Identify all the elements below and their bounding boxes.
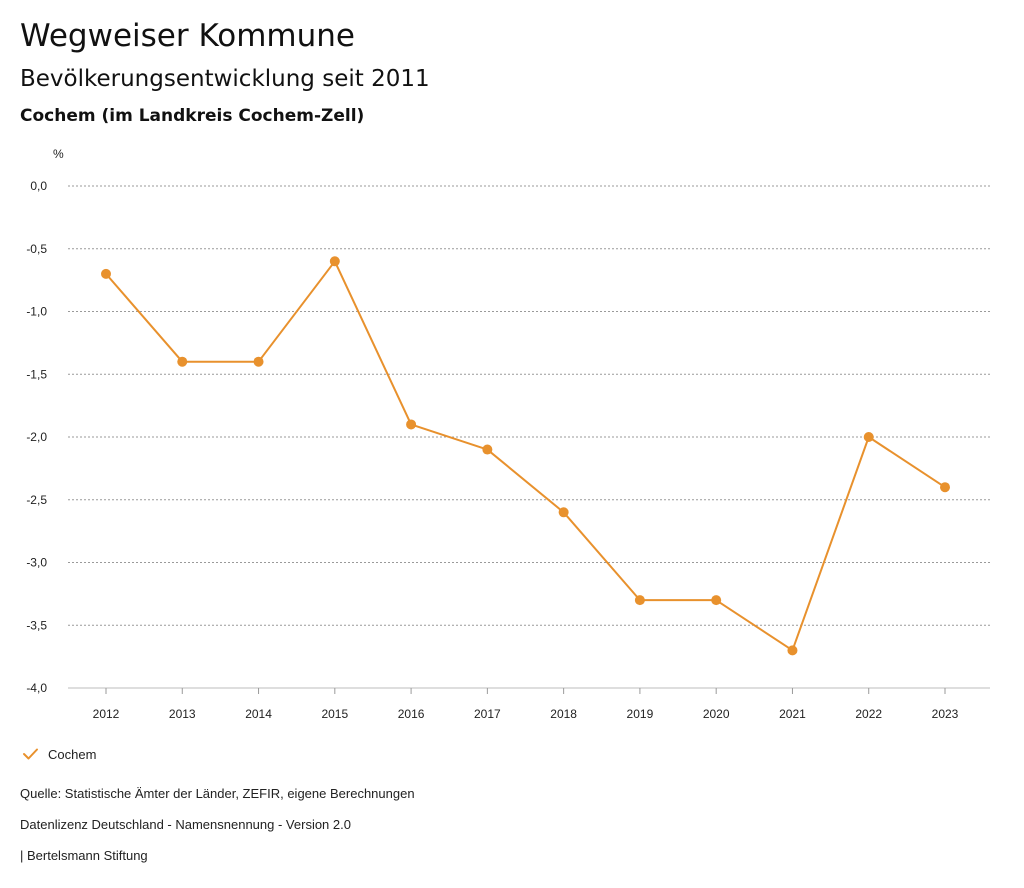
x-tick-label: 2023 — [932, 707, 959, 721]
data-point — [253, 356, 264, 367]
publisher-note: | Bertelsmann Stiftung — [20, 848, 148, 863]
y-axis-ticks: 0,0 -0,5 -1,0 -1,5 -2,0 -2,5 -3,0 -3,5 -4,0 — [26, 179, 47, 695]
data-point — [634, 595, 645, 606]
x-tick-label: 2013 — [169, 707, 196, 721]
x-tick-label: 2018 — [550, 707, 577, 721]
data-point — [787, 645, 798, 656]
gridlines — [68, 185, 990, 689]
data-point — [329, 256, 340, 267]
y-tick-label: -4,0 — [26, 681, 47, 695]
y-tick-label: -1,5 — [26, 367, 47, 381]
data-point — [406, 419, 417, 430]
license-note: Datenlizenz Deutschland - Namensnennung … — [20, 817, 351, 832]
series-line-cochem — [105, 260, 946, 652]
region-label: Cochem (im Landkreis Cochem-Zell) — [20, 106, 365, 126]
x-tick-label: 2021 — [779, 707, 806, 721]
page-title: Wegweiser Kommune — [20, 18, 355, 54]
x-axis-ticks: 2012 2013 2014 2015 2016 2017 2018 2019 2020 2021… — [68, 687, 990, 721]
series-lines — [105, 260, 946, 652]
y-tick-label: -1,0 — [26, 305, 47, 319]
x-tick-label: 2016 — [398, 707, 425, 721]
series-points — [101, 256, 950, 656]
data-point — [711, 595, 722, 606]
y-tick-label: -0,5 — [26, 242, 47, 256]
x-tick-label: 2014 — [245, 707, 272, 721]
data-point — [101, 268, 111, 279]
data-point — [863, 432, 874, 442]
y-tick-label: -2,5 — [26, 493, 47, 507]
data-point — [940, 482, 950, 493]
line-chart: % 0,0 -0,5 -1,0 -1,5 -2,0 -2,5 -3,0 -3,5 -4,0 20… — [26, 147, 990, 721]
x-tick-label: 2022 — [855, 707, 882, 721]
x-tick-label: 2019 — [627, 707, 654, 721]
chart-subtitle: Bevölkerungsentwicklung seit 2011 — [20, 66, 430, 92]
data-point — [177, 356, 188, 367]
legend-label-cochem: Cochem — [48, 746, 97, 762]
source-note: Quelle: Statistische Ämter der Länder, Z… — [20, 786, 415, 801]
x-tick-label: 2017 — [474, 707, 501, 721]
data-point — [482, 444, 493, 455]
checkmark-icon — [23, 748, 38, 760]
y-axis-unit-label: % — [53, 147, 64, 161]
x-tick-label: 2012 — [93, 707, 120, 721]
y-tick-label: -3,0 — [26, 556, 47, 570]
legend[interactable]: Cochem — [22, 744, 96, 764]
x-tick-label: 2015 — [321, 707, 348, 721]
x-tick-label: 2020 — [703, 707, 730, 721]
y-tick-label: 0,0 — [30, 179, 47, 193]
y-tick-label: -3,5 — [26, 618, 47, 632]
data-point — [558, 507, 569, 518]
y-tick-label: -2,0 — [26, 430, 47, 444]
